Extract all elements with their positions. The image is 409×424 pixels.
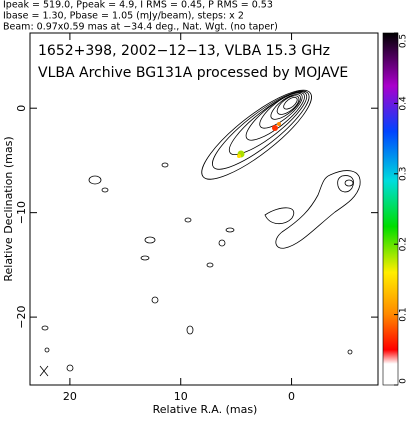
colorbar-tick-label: 0 <box>399 378 409 384</box>
contours <box>39 89 361 377</box>
chart-title: 1652+398, 2002−12−13, VLBA 15.3 GHz <box>38 43 330 59</box>
colorbar-tick-label: 0.2 <box>399 237 409 251</box>
colorbar <box>382 32 399 386</box>
colorbar-tick-label: 0.3 <box>399 167 409 181</box>
x-axis-label: Relative R.A. (mas) <box>153 403 258 416</box>
header-line: Ipeak = 519.0, Ppeak = 4.9, I RMS = 0.45… <box>3 0 273 11</box>
y-tick-label: −20 <box>15 305 28 328</box>
plot-frame <box>29 32 379 386</box>
x-tick-label: 0 <box>288 390 295 403</box>
y-tick-label: 0 <box>15 105 28 112</box>
colorbar-tick-label: 0.5 <box>399 34 409 48</box>
y-axis-label: Relative Declination (mas) <box>2 136 15 281</box>
colorbar-tick-label: 0.4 <box>399 96 409 111</box>
x-tick-label: 20 <box>63 390 77 403</box>
header-line: Beam: 0.97x0.59 mas at −34.4 deg., Nat. … <box>3 22 278 33</box>
x-tick-label: 10 <box>174 390 188 403</box>
header-line: Ibase = 1.30, Pbase = 1.05 (mJy/beam), s… <box>3 11 244 22</box>
chart-subtitle: VLBA Archive BG131A processed by MOJAVE <box>38 65 348 81</box>
colorbar-tick-label: 0.1 <box>399 307 409 321</box>
y-tick-label: −10 <box>15 201 28 224</box>
